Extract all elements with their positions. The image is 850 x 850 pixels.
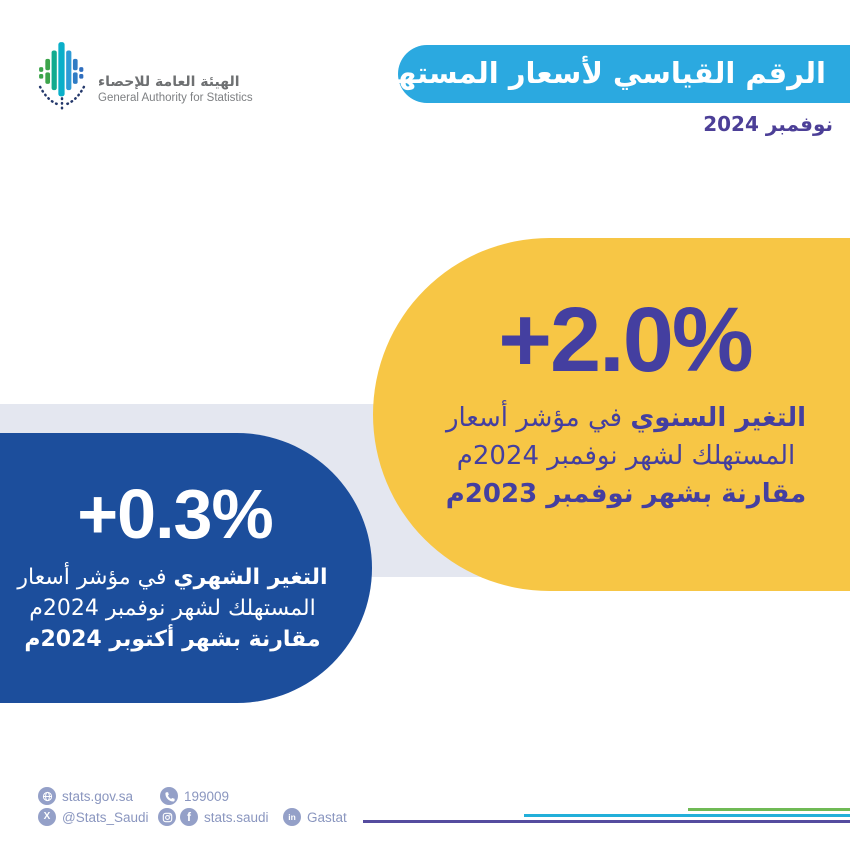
globe-icon bbox=[38, 787, 56, 805]
org-name-arabic: الهيئة العامة للإحصاء bbox=[98, 74, 240, 90]
annual-change-description: التغير السنوي في مؤشر أسعار المستهلك لشه… bbox=[400, 399, 850, 513]
monthly-change-bubble bbox=[0, 433, 372, 703]
footer-social-handle: f stats.saudi bbox=[158, 808, 269, 826]
linkedin-handle-text: Gastat bbox=[307, 809, 347, 825]
monthly-line-3: مقارنة بشهر أكتوبر 2024م bbox=[24, 627, 321, 652]
footer-website: stats.gov.sa bbox=[38, 787, 133, 805]
x-twitter-icon: X bbox=[38, 808, 56, 826]
footer-linkedin-handle: in Gastat bbox=[283, 808, 347, 826]
footer-phone: 199009 bbox=[160, 787, 229, 805]
x-handle-text: @Stats_Saudi bbox=[62, 809, 149, 825]
footer-x-handle: X @Stats_Saudi bbox=[38, 808, 149, 826]
phone-text: 199009 bbox=[184, 788, 230, 804]
accent-line-purple bbox=[363, 820, 850, 823]
title-banner: الرقم القياسي لأسعار المستهلك bbox=[359, 45, 850, 103]
report-date: نوفمبر 2024 bbox=[703, 112, 833, 136]
monthly-change-description: التغير الشهري في مؤشر أسعار المستهلك لشه… bbox=[15, 562, 330, 655]
annual-change-value: +2.0% bbox=[498, 289, 753, 391]
annual-line-3: مقارنة بشهر نوفمبر 2023م bbox=[445, 479, 807, 509]
annual-line-1: التغير السنوي في مؤشر أسعار bbox=[445, 403, 807, 433]
social-handle-text: stats.saudi bbox=[204, 809, 269, 825]
annual-change-bubble bbox=[373, 238, 850, 591]
gastat-logo-icon bbox=[38, 42, 86, 113]
monthly-change-value: +0.3% bbox=[77, 475, 273, 553]
accent-line-cyan bbox=[524, 814, 850, 817]
website-text: stats.gov.sa bbox=[62, 788, 134, 804]
monthly-line-1: التغير الشهري في مؤشر أسعار bbox=[17, 565, 328, 590]
accent-line-green bbox=[688, 808, 850, 811]
facebook-icon: f bbox=[180, 808, 198, 826]
org-name-english: General Authority for Statistics bbox=[98, 92, 253, 104]
gastat-logo-text: الهيئة العامة للإحصاء General Authority … bbox=[98, 74, 253, 106]
instagram-icon bbox=[158, 808, 176, 826]
phone-icon bbox=[160, 787, 178, 805]
annual-line-2: المستهلك لشهر نوفمبر 2024م bbox=[456, 441, 796, 471]
linkedin-icon: in bbox=[283, 808, 301, 826]
monthly-line-2: المستهلك لشهر نوفمبر 2024م bbox=[29, 596, 316, 621]
